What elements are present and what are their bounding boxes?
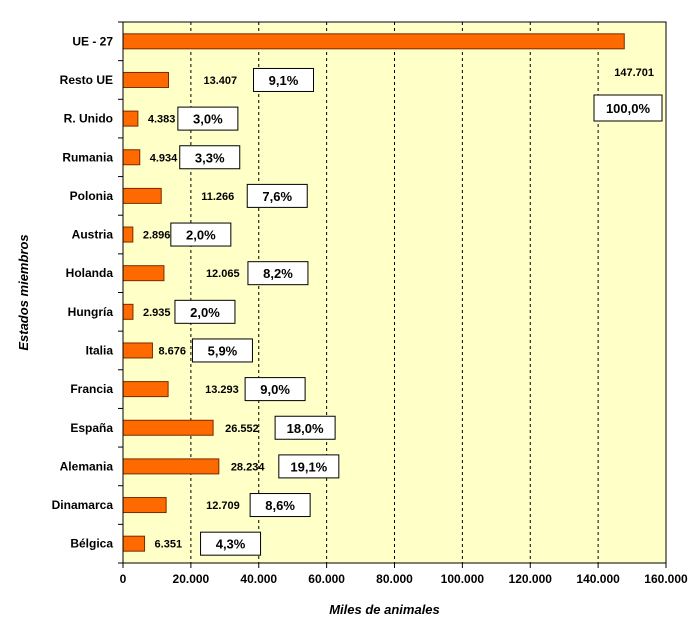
percent-label: 3,0% [193,112,223,127]
percent-box [174,299,236,324]
percent-label: 3,3% [195,150,225,165]
x-tick-label: 20.000 [173,572,210,586]
bars [122,33,625,552]
category-label: Polonia [70,189,114,203]
x-tick-label: 160.000 [644,572,688,586]
value-labels: 147.701 13.407 4.383 4.934 11.266 2.896 12.065… [143,67,654,551]
bar [122,149,141,166]
bar [122,226,134,243]
bar [122,458,220,475]
value-label: 2.935 [143,307,171,319]
y-axis-title: Estados miembros [16,234,31,350]
category-label: Resto UE [60,73,113,87]
value-label: 12.709 [206,500,240,512]
x-tick-label: 120.000 [509,572,553,586]
x-tick-label: 140.000 [576,572,620,586]
x-axis-title: Miles de animales [329,602,440,617]
value-label: 2.896 [143,230,171,242]
bar [122,303,134,320]
value-label: 26.552 [225,423,259,435]
bar [122,187,162,204]
percent-box [249,493,311,518]
percent-box [253,67,314,92]
value-label: 13.293 [205,384,239,396]
category-label: Dinamarca [52,498,114,512]
category-label: Italia [86,343,114,357]
x-tick-label: 40.000 [240,572,277,586]
percent-box [170,222,232,247]
category-label: Hungría [68,305,114,319]
percent-box [274,415,336,440]
value-label: 13.407 [204,75,238,87]
category-label: Francia [70,382,113,396]
category-label: R. Unido [64,112,113,126]
percent-box [593,94,663,122]
x-axis-ticks: 0 20.000 40.000 60.000 80.000 100.000 120.000 1… [118,21,688,586]
bar [122,342,153,359]
percent-label: 8,2% [263,266,293,281]
plot-border [122,21,667,564]
percent-label: 9,1% [269,73,299,88]
percent-label: 9,0% [260,382,290,397]
percent-label: 2,0% [190,305,220,320]
percent-labels: 100,0% 9,1% 3,0% 3,3% 7,6% 2,0% 8,2% 2,0% 5,9% 9,… [170,67,663,556]
x-tick-label: 60.000 [308,572,345,586]
bar [122,419,214,436]
value-label: 28.234 [231,461,266,473]
x-tick-label: 80.000 [376,572,413,586]
bar [122,110,139,127]
category-label: Austria [72,228,114,242]
value-label: 4.934 [150,152,178,164]
category-label: Bélgica [70,537,113,551]
category-label: Rumania [62,150,113,164]
percent-box [200,531,262,556]
percent-label: 18,0% [287,421,324,436]
category-label: España [70,421,113,435]
percent-label: 5,9% [208,343,238,358]
percent-label: 19,1% [290,459,327,474]
bar [122,71,170,88]
percent-box [278,454,340,479]
x-tick-label: 100.000 [441,572,485,586]
bar [122,33,625,50]
value-label: 11.266 [201,191,234,203]
percent-box [191,338,253,363]
percent-box [179,145,241,170]
value-label: 8.676 [158,345,186,357]
percent-label: 4,3% [216,537,246,552]
category-label: Holanda [66,266,114,280]
value-label: 6.351 [155,539,183,551]
bar [122,535,146,552]
bar [122,381,169,398]
percent-box [246,183,308,208]
category-labels: UE - 27 Resto UE R. Unido Rumania Polonia Aus… [52,34,114,550]
category-label: Alemania [60,459,114,473]
percent-label: 100,0% [606,101,651,116]
category-label: UE - 27 [72,34,113,48]
percent-box [247,261,309,286]
bar [122,265,165,282]
value-label: 147.701 [614,67,654,79]
percent-label: 7,6% [262,189,292,204]
x-tick-label: 0 [120,572,127,586]
percent-box [244,377,306,402]
bar [122,497,167,514]
percent-box [177,106,239,131]
percent-label: 8,6% [265,498,295,513]
percent-label: 2,0% [186,228,216,243]
value-label: 12.065 [206,268,240,280]
value-label: 4.383 [148,114,176,126]
